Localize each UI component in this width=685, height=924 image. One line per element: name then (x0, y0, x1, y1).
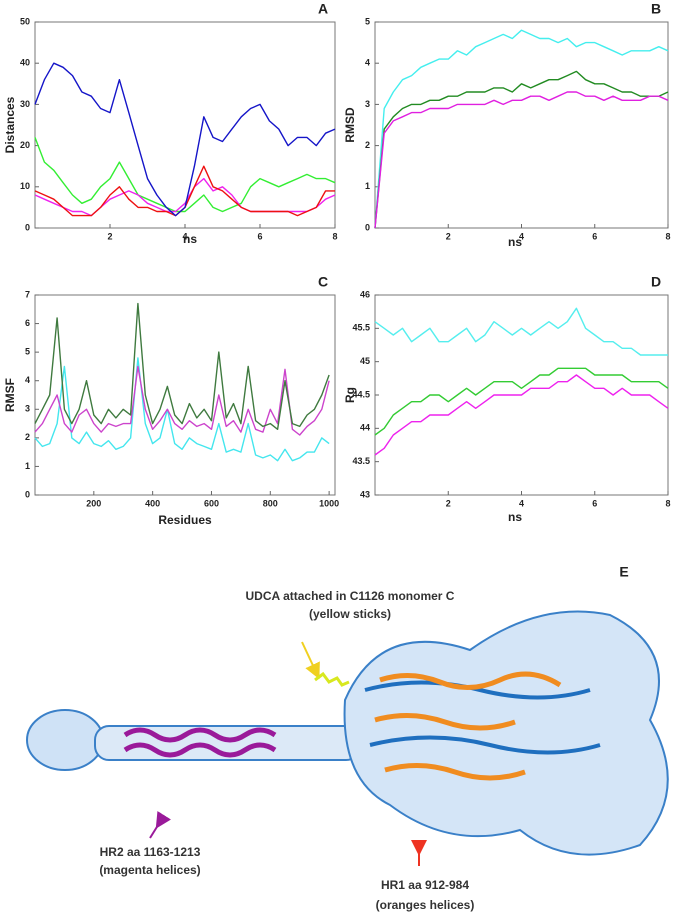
y-axis-label: Rg (343, 387, 357, 403)
helix (123, 742, 277, 758)
y-tick-label: 46 (360, 289, 370, 299)
y-tick-label: 44 (360, 423, 370, 433)
x-tick-label: 8 (665, 498, 670, 508)
y-tick-label: 4 (25, 375, 30, 385)
x-tick-label: 400 (145, 498, 160, 508)
series-line (374, 70, 669, 229)
y-tick-label: 0 (365, 222, 370, 232)
annotation: UDCA attached in C1126 monomer C (246, 589, 455, 603)
annotation: (oranges helices) (376, 898, 475, 912)
protein-structure: E UDCA attached in C1126 monomer C (yell… (26, 564, 669, 912)
series-line (374, 374, 669, 456)
arrow (149, 810, 172, 839)
series-line (34, 62, 336, 217)
annotation: HR2 aa 1163-1213 (100, 845, 201, 859)
y-tick-label: 1 (365, 181, 370, 191)
y-tick-label: 5 (365, 16, 370, 26)
y-tick-label: 45.5 (352, 323, 370, 333)
helix (384, 762, 526, 781)
series-line (374, 29, 669, 229)
helix (364, 680, 591, 700)
plot-frame (374, 21, 669, 229)
panel-label: D (651, 274, 661, 290)
plot-frame (34, 21, 336, 229)
x-tick-label: 2 (446, 498, 451, 508)
series-line (34, 302, 330, 430)
panel-label: C (318, 274, 328, 290)
y-tick-label: 6 (25, 318, 30, 328)
y-tick-label: 44.5 (352, 389, 370, 399)
x-axis-label: Residues (158, 513, 212, 527)
x-tick-label: 8 (332, 231, 337, 241)
y-tick-label: 0 (25, 222, 30, 232)
y-tick-label: 50 (20, 16, 30, 26)
x-tick-label: 200 (86, 498, 101, 508)
y-tick-label: 3 (365, 99, 370, 109)
x-tick-label: 6 (257, 231, 262, 241)
y-tick-label: 2 (365, 140, 370, 150)
annotation: (yellow sticks) (309, 607, 391, 621)
helix (379, 671, 562, 690)
y-tick-label: 43.5 (352, 456, 370, 466)
x-tick-label: 4 (182, 231, 187, 241)
y-tick-label: 5 (25, 347, 30, 357)
series-line (34, 365, 330, 436)
series-line (34, 177, 336, 217)
domain (26, 709, 104, 771)
x-tick-label: 8 (665, 231, 670, 241)
y-tick-label: 1 (25, 461, 30, 471)
annotation: HR1 aa 912-984 (381, 878, 469, 892)
y-tick-label: 30 (20, 99, 30, 109)
y-tick-label: 3 (25, 404, 30, 414)
x-tick-label: 800 (263, 498, 278, 508)
y-tick-label: 0 (25, 489, 30, 499)
x-tick-label: 2 (107, 231, 112, 241)
y-axis-label: RMSD (343, 107, 357, 143)
y-tick-label: 4 (365, 58, 370, 68)
annotation: (magenta helices) (99, 863, 200, 877)
x-tick-label: 2 (446, 231, 451, 241)
y-tick-label: 40 (20, 58, 30, 68)
y-tick-label: 2 (25, 432, 30, 442)
y-tick-label: 20 (20, 140, 30, 150)
helix (369, 735, 601, 755)
series-line (34, 137, 336, 213)
x-tick-label: 4 (519, 498, 524, 508)
x-tick-label: 600 (204, 498, 219, 508)
x-axis-label: ns (508, 235, 522, 249)
x-axis-label: ns (508, 510, 522, 524)
ligand (314, 671, 350, 687)
y-tick-label: 45 (360, 356, 370, 366)
series-line (374, 307, 668, 356)
x-tick-label: 1000 (319, 498, 339, 508)
plot-frame (34, 294, 336, 496)
helix (374, 712, 516, 731)
helix (123, 727, 277, 743)
x-tick-label: 6 (592, 231, 597, 241)
panel-label: E (619, 564, 628, 580)
x-axis-label: ns (183, 232, 197, 246)
panel-label: A (318, 1, 328, 17)
head (343, 610, 669, 856)
series-line (374, 367, 669, 436)
x-tick-label: 4 (519, 231, 524, 241)
series-line (34, 357, 330, 462)
y-tick-label: 43 (360, 489, 370, 499)
series-line (374, 91, 669, 229)
y-tick-label: 7 (25, 289, 30, 299)
y-axis-label: RMSF (3, 378, 17, 412)
x-tick-label: 6 (592, 498, 597, 508)
panel-label: B (651, 1, 661, 17)
y-tick-label: 10 (20, 181, 30, 191)
y-axis-label: Distances (3, 96, 17, 153)
arrow (301, 641, 320, 680)
